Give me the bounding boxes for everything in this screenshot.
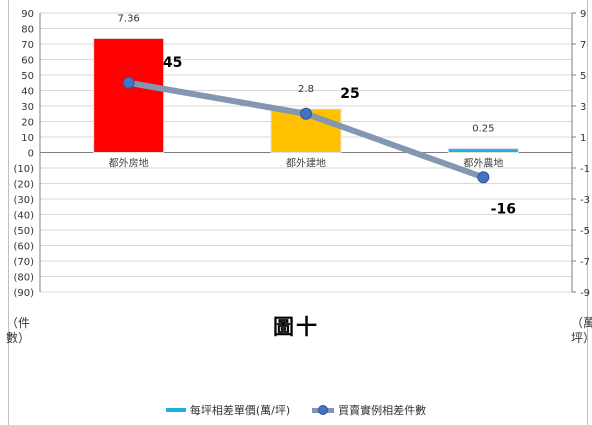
right-tick-label: -7: [580, 257, 590, 268]
right-tick-label: -5: [580, 226, 590, 237]
line-data-label: -16: [491, 201, 516, 217]
left-tick-label: 70: [21, 40, 34, 51]
left-tick-label: 10: [21, 133, 34, 144]
left-tick-label: 60: [21, 56, 34, 67]
legend-item-line: 買賣實例相差件數: [312, 402, 426, 418]
left-tick-label: 80: [21, 25, 34, 36]
left-tick-label: 30: [21, 102, 34, 113]
right-tick-label: 1: [580, 133, 586, 144]
series-point: [477, 171, 490, 184]
left-tick-label: 40: [21, 87, 34, 98]
legend-bar-label: 每坪相差單價(萬/坪): [189, 404, 291, 417]
series-point: [300, 107, 312, 120]
left-tick-label: (90): [13, 288, 34, 299]
frame-border-left: [8, 0, 9, 425]
right-tick-label: 9: [580, 9, 586, 20]
right-axis-title: （萬/坪）: [571, 316, 592, 345]
left-tick-label: 0: [28, 149, 34, 160]
right-tick-label: -1: [580, 164, 590, 175]
legend-line-swatch: [312, 404, 335, 415]
right-tick-label: 5: [580, 71, 586, 82]
legend-item-bar: 每坪相差單價(萬/坪): [165, 402, 291, 418]
left-tick-label: 50: [21, 71, 34, 82]
left-tick-label: (60): [13, 242, 34, 253]
right-tick-label: -9: [580, 288, 590, 299]
bar: [93, 37, 165, 153]
left-tick-label: (10): [13, 164, 34, 175]
line-data-label: 45: [163, 55, 182, 71]
left-tick-label: (50): [13, 226, 34, 237]
left-tick-label: (80): [13, 273, 34, 284]
legend-bar-swatch: [165, 408, 186, 412]
left-axis-title: （件數）: [6, 316, 31, 345]
category-label: 都外建地: [286, 157, 326, 170]
bar: [447, 148, 519, 153]
left-tick-label: 20: [21, 118, 34, 129]
right-tick-label: 7: [580, 40, 586, 51]
frame-border-right: [587, 0, 588, 425]
left-tick-label: (40): [13, 211, 34, 222]
left-tick-label: (30): [13, 195, 34, 206]
series-point: [122, 76, 135, 89]
left-tick-label: 90: [21, 9, 34, 20]
chart-legend: 每坪相差單價(萬/坪) 買賣實例相差件數: [0, 402, 592, 418]
left-tick-label: (70): [13, 257, 34, 268]
figure-caption: 圖十: [273, 315, 319, 339]
category-label: 都外農地: [463, 157, 503, 170]
right-tick-label: -3: [580, 195, 590, 206]
bar-data-label: 0.25: [472, 124, 494, 135]
left-tick-label: (20): [13, 180, 34, 191]
bar-data-label: 7.36: [118, 13, 140, 24]
right-tick-label: 3: [580, 102, 586, 113]
legend-line-label: 買賣實例相差件數: [338, 404, 427, 417]
bar-data-label: 2.8: [298, 84, 314, 95]
category-label: 都外房地: [109, 157, 149, 170]
line-data-label: 25: [340, 86, 359, 102]
